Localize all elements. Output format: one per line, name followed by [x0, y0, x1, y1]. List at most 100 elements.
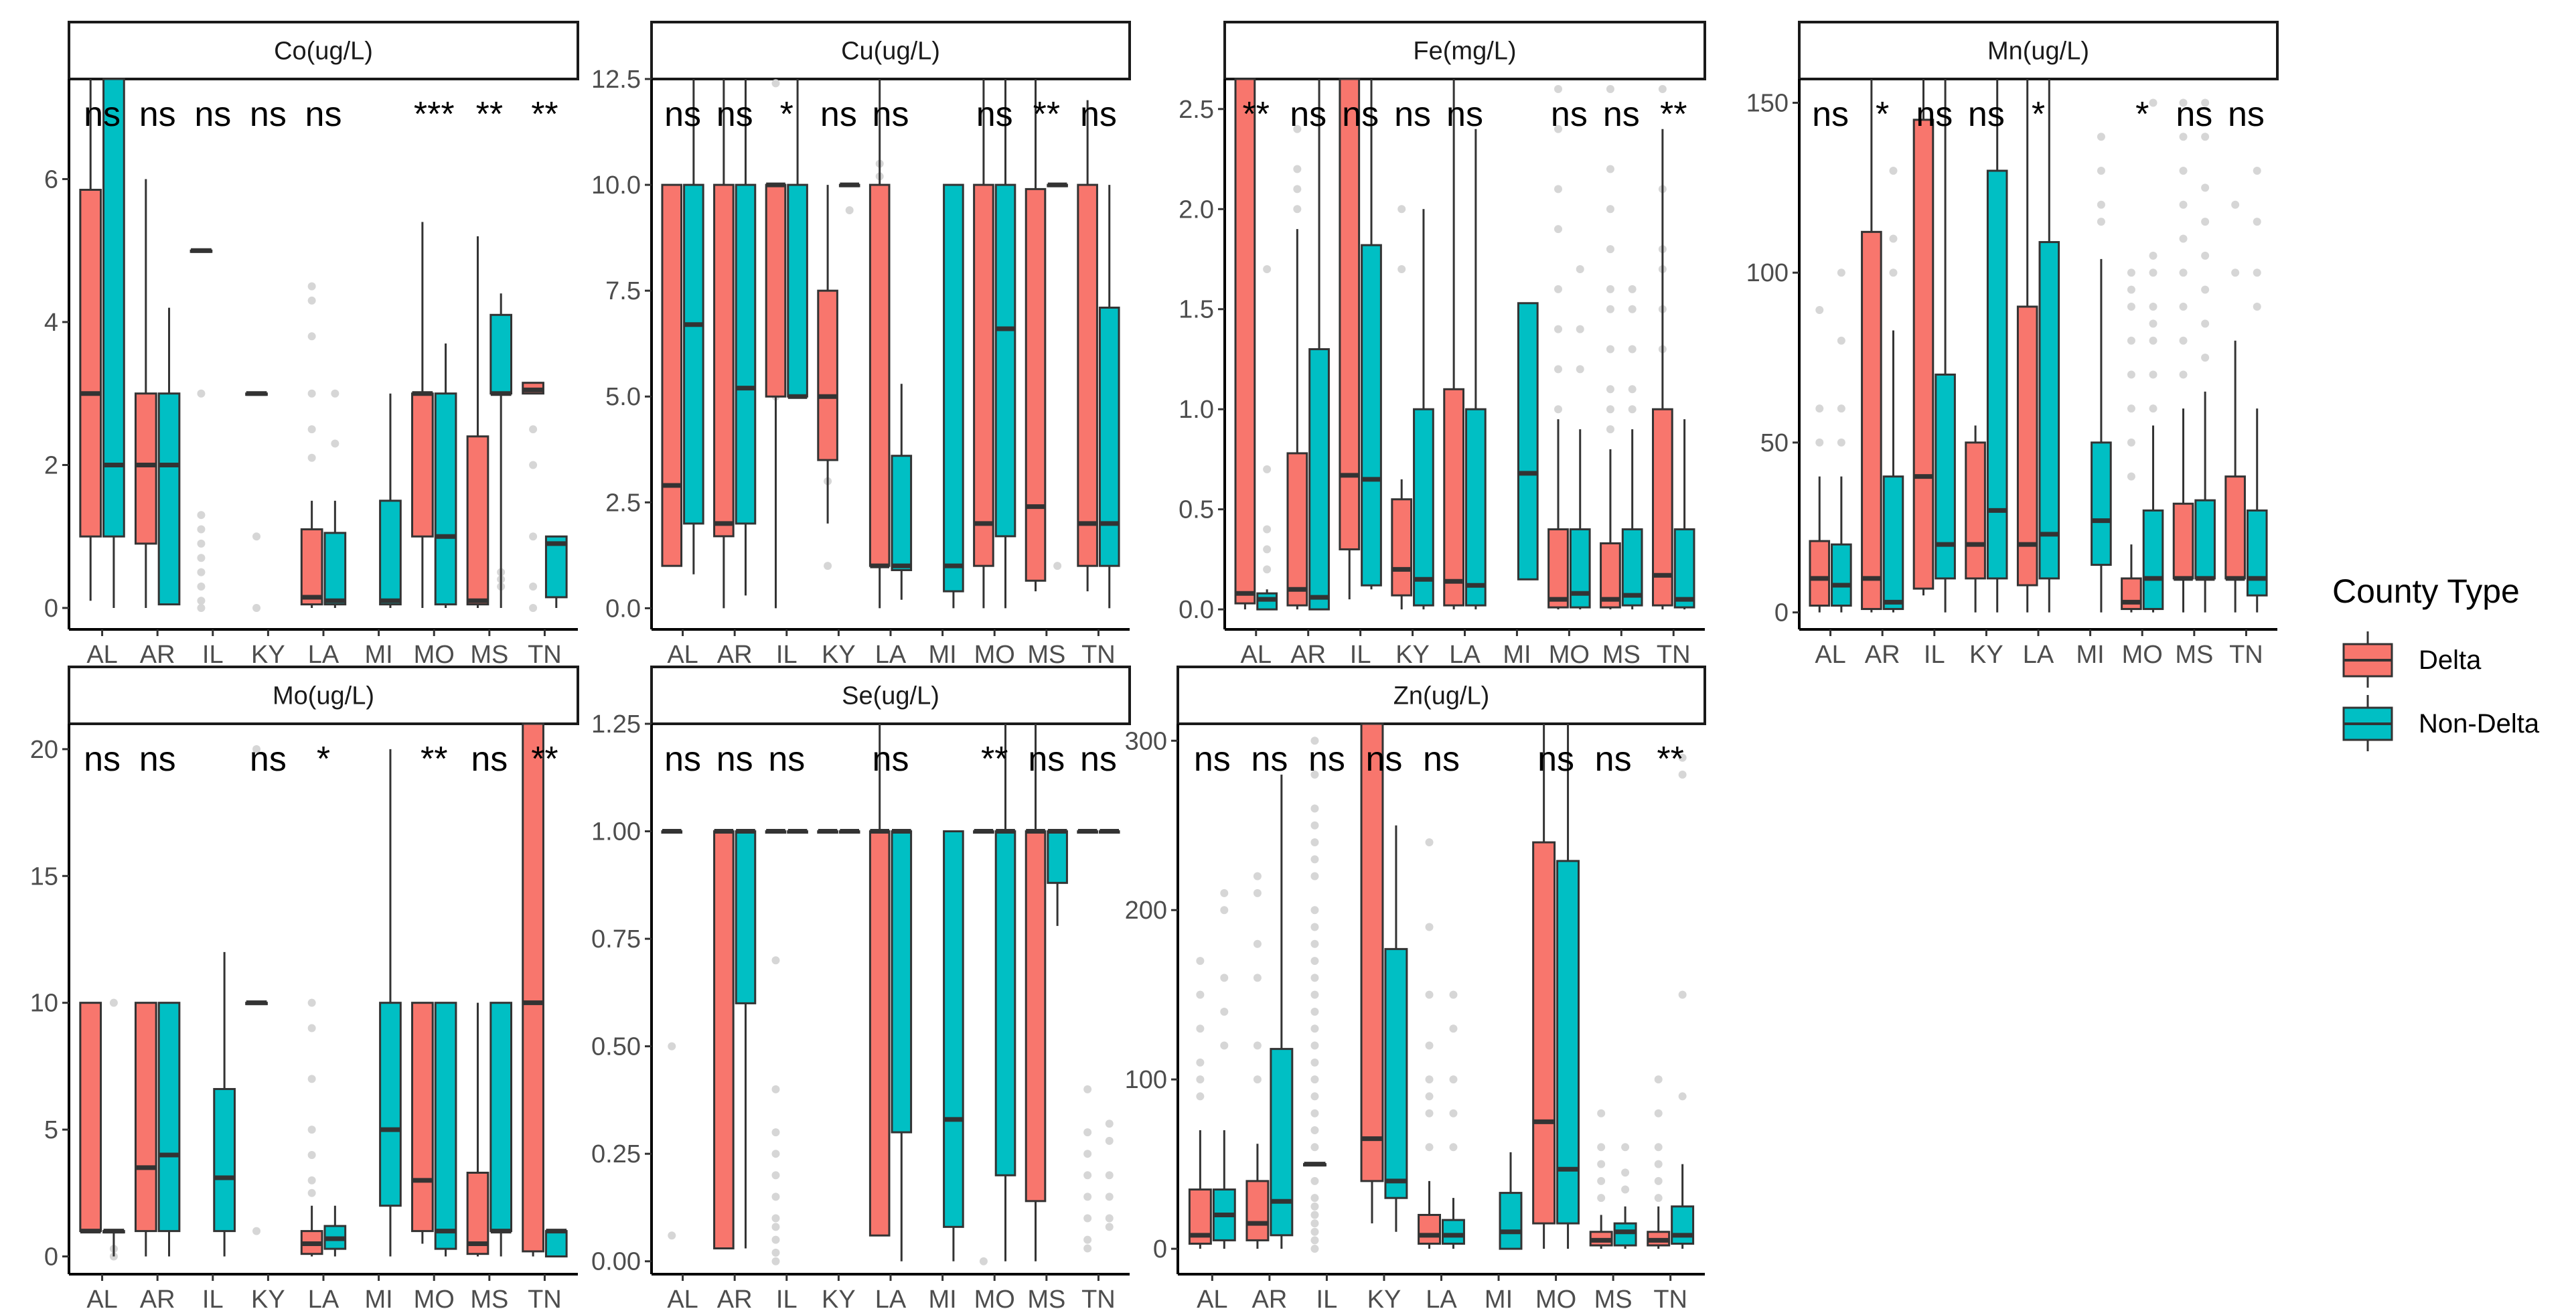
outlier-point: [1105, 1192, 1114, 1201]
significance-label: *: [1876, 95, 1889, 134]
outlier-point: [197, 597, 206, 605]
significance-label: ns: [716, 95, 753, 134]
iqr-box: [1673, 528, 1695, 609]
significance-label: **: [1243, 95, 1270, 134]
panel-fe: Fe(mg/L) 0.0 0.5 1.0 1.5 2.0 2.5 AL AR IL KY LA MI MO…: [1179, 21, 1706, 669]
x-tick-label: AL: [1197, 1286, 1227, 1309]
outlier-point: [1220, 889, 1229, 897]
outlier-point: [1310, 1024, 1319, 1033]
box-zn-mo-delta: [1532, 724, 1556, 1249]
outlier-point: [1310, 990, 1319, 999]
box-fe-ar-delta: [1286, 125, 1308, 610]
legend-key-non-delta: [2342, 695, 2393, 751]
box-cu-ar-non-delta: [735, 79, 757, 596]
outlier-point: [1253, 889, 1262, 897]
iqr-box: [2172, 502, 2194, 580]
iqr-box: [1671, 1205, 1695, 1245]
outlier-point: [1576, 365, 1584, 374]
outlier-point: [197, 554, 206, 562]
outlier-point: [1263, 465, 1272, 473]
outlier-point: [1310, 1236, 1319, 1245]
box-mo-ar-non-delta: [157, 1002, 181, 1257]
x-tick-label: LA: [1426, 1286, 1457, 1309]
x-tick-label: KY: [822, 1286, 856, 1309]
outlier-point: [2179, 200, 2188, 209]
outlier-point: [2201, 183, 2210, 192]
outlier-point: [1606, 425, 1614, 434]
box-se-ky-non-delta: [838, 829, 860, 834]
outlier-point: [1253, 974, 1262, 982]
outlier-point: [1263, 565, 1272, 574]
outlier-point: [771, 1223, 780, 1231]
outlier-point: [2127, 472, 2135, 481]
x-tick-label: TN: [1657, 641, 1691, 669]
box-mo-mo-non-delta: [434, 1002, 457, 1257]
outlier-point: [307, 332, 316, 341]
significance-label: ns: [1603, 95, 1640, 134]
x-tick-label: AR: [1290, 641, 1326, 669]
outlier-point: [1263, 545, 1272, 554]
outlier-point: [1310, 1126, 1319, 1135]
y-tick-label: 6: [44, 165, 58, 194]
outlier-point: [1554, 84, 1563, 93]
iqr-box: [79, 1002, 102, 1233]
iqr-box: [434, 392, 457, 606]
significance-label: *: [317, 740, 330, 779]
outlier-point: [1576, 264, 1584, 273]
iqr-box: [713, 830, 735, 1249]
iqr-box: [1025, 830, 1047, 1203]
x-tick-label: AL: [1241, 641, 1272, 669]
outlier-point: [2127, 302, 2135, 311]
outlier-point: [1083, 1192, 1092, 1201]
box-zn-mo-non-delta: [1556, 724, 1580, 1249]
panel-cu: Cu(ug/L) 0.0 2.5 5.0 7.5 10.0 12.5 AL AR IL KY LA MI…: [591, 21, 1131, 669]
iqr-box: [79, 188, 102, 538]
outlier-point: [307, 389, 316, 398]
outlier-point: [2149, 251, 2157, 260]
outlier-point: [1310, 1194, 1319, 1203]
outlier-point: [2231, 268, 2240, 277]
outlier-point: [2149, 268, 2157, 277]
box-se-ky-delta: [817, 829, 838, 834]
significance-label: ns: [250, 95, 287, 134]
iqr-box: [2224, 475, 2246, 580]
significance-label: ns: [2176, 95, 2212, 134]
significance-label: ns: [1251, 740, 1288, 779]
outlier-point: [1310, 1245, 1319, 1253]
y-tick-label: 5: [44, 1116, 58, 1144]
y-tick-label: 2.5: [1179, 96, 1214, 124]
iqr-box: [1077, 183, 1098, 567]
outlier-point: [1310, 957, 1319, 966]
iqr-box: [661, 183, 683, 567]
y-tick-label: 1.5: [1179, 296, 1214, 324]
box-cu-ky-delta: [817, 185, 838, 570]
outlier-point: [2179, 268, 2188, 277]
iqr-box: [943, 183, 964, 593]
outlier-point: [1310, 1211, 1319, 1219]
box-cu-mi-non-delta: [943, 183, 964, 609]
box-zn-la-delta: [1418, 838, 1442, 1249]
x-tick-label: TN: [1081, 1286, 1116, 1309]
outlier-point: [1310, 1143, 1319, 1152]
significance-label: ns: [1080, 740, 1117, 779]
outlier-point: [1083, 1235, 1092, 1244]
outlier-point: [1105, 1214, 1114, 1223]
y-tick-label: 10: [30, 990, 58, 1018]
box-mn-ar-delta: [1861, 79, 1882, 613]
box-co-il-delta: [190, 248, 213, 612]
outlier-point: [2097, 218, 2105, 226]
iqr-box: [868, 183, 891, 567]
box-mo-il-non-delta: [213, 951, 236, 1257]
box-mn-al-delta: [1809, 306, 1831, 613]
box-mo-la-delta: [300, 998, 323, 1257]
x-tick-label: TN: [528, 1286, 562, 1309]
x-tick-label: IL: [1316, 1286, 1338, 1309]
outlier-point: [2179, 302, 2188, 311]
iqr-box: [994, 183, 1016, 538]
box-zn-ar-delta: [1245, 872, 1270, 1249]
box-se-al-delta: [661, 829, 683, 1240]
x-tick-label: MI: [1503, 641, 1531, 669]
outlier-point: [2097, 133, 2105, 141]
significance-label: **: [421, 740, 447, 779]
iqr-box: [1935, 373, 1956, 580]
